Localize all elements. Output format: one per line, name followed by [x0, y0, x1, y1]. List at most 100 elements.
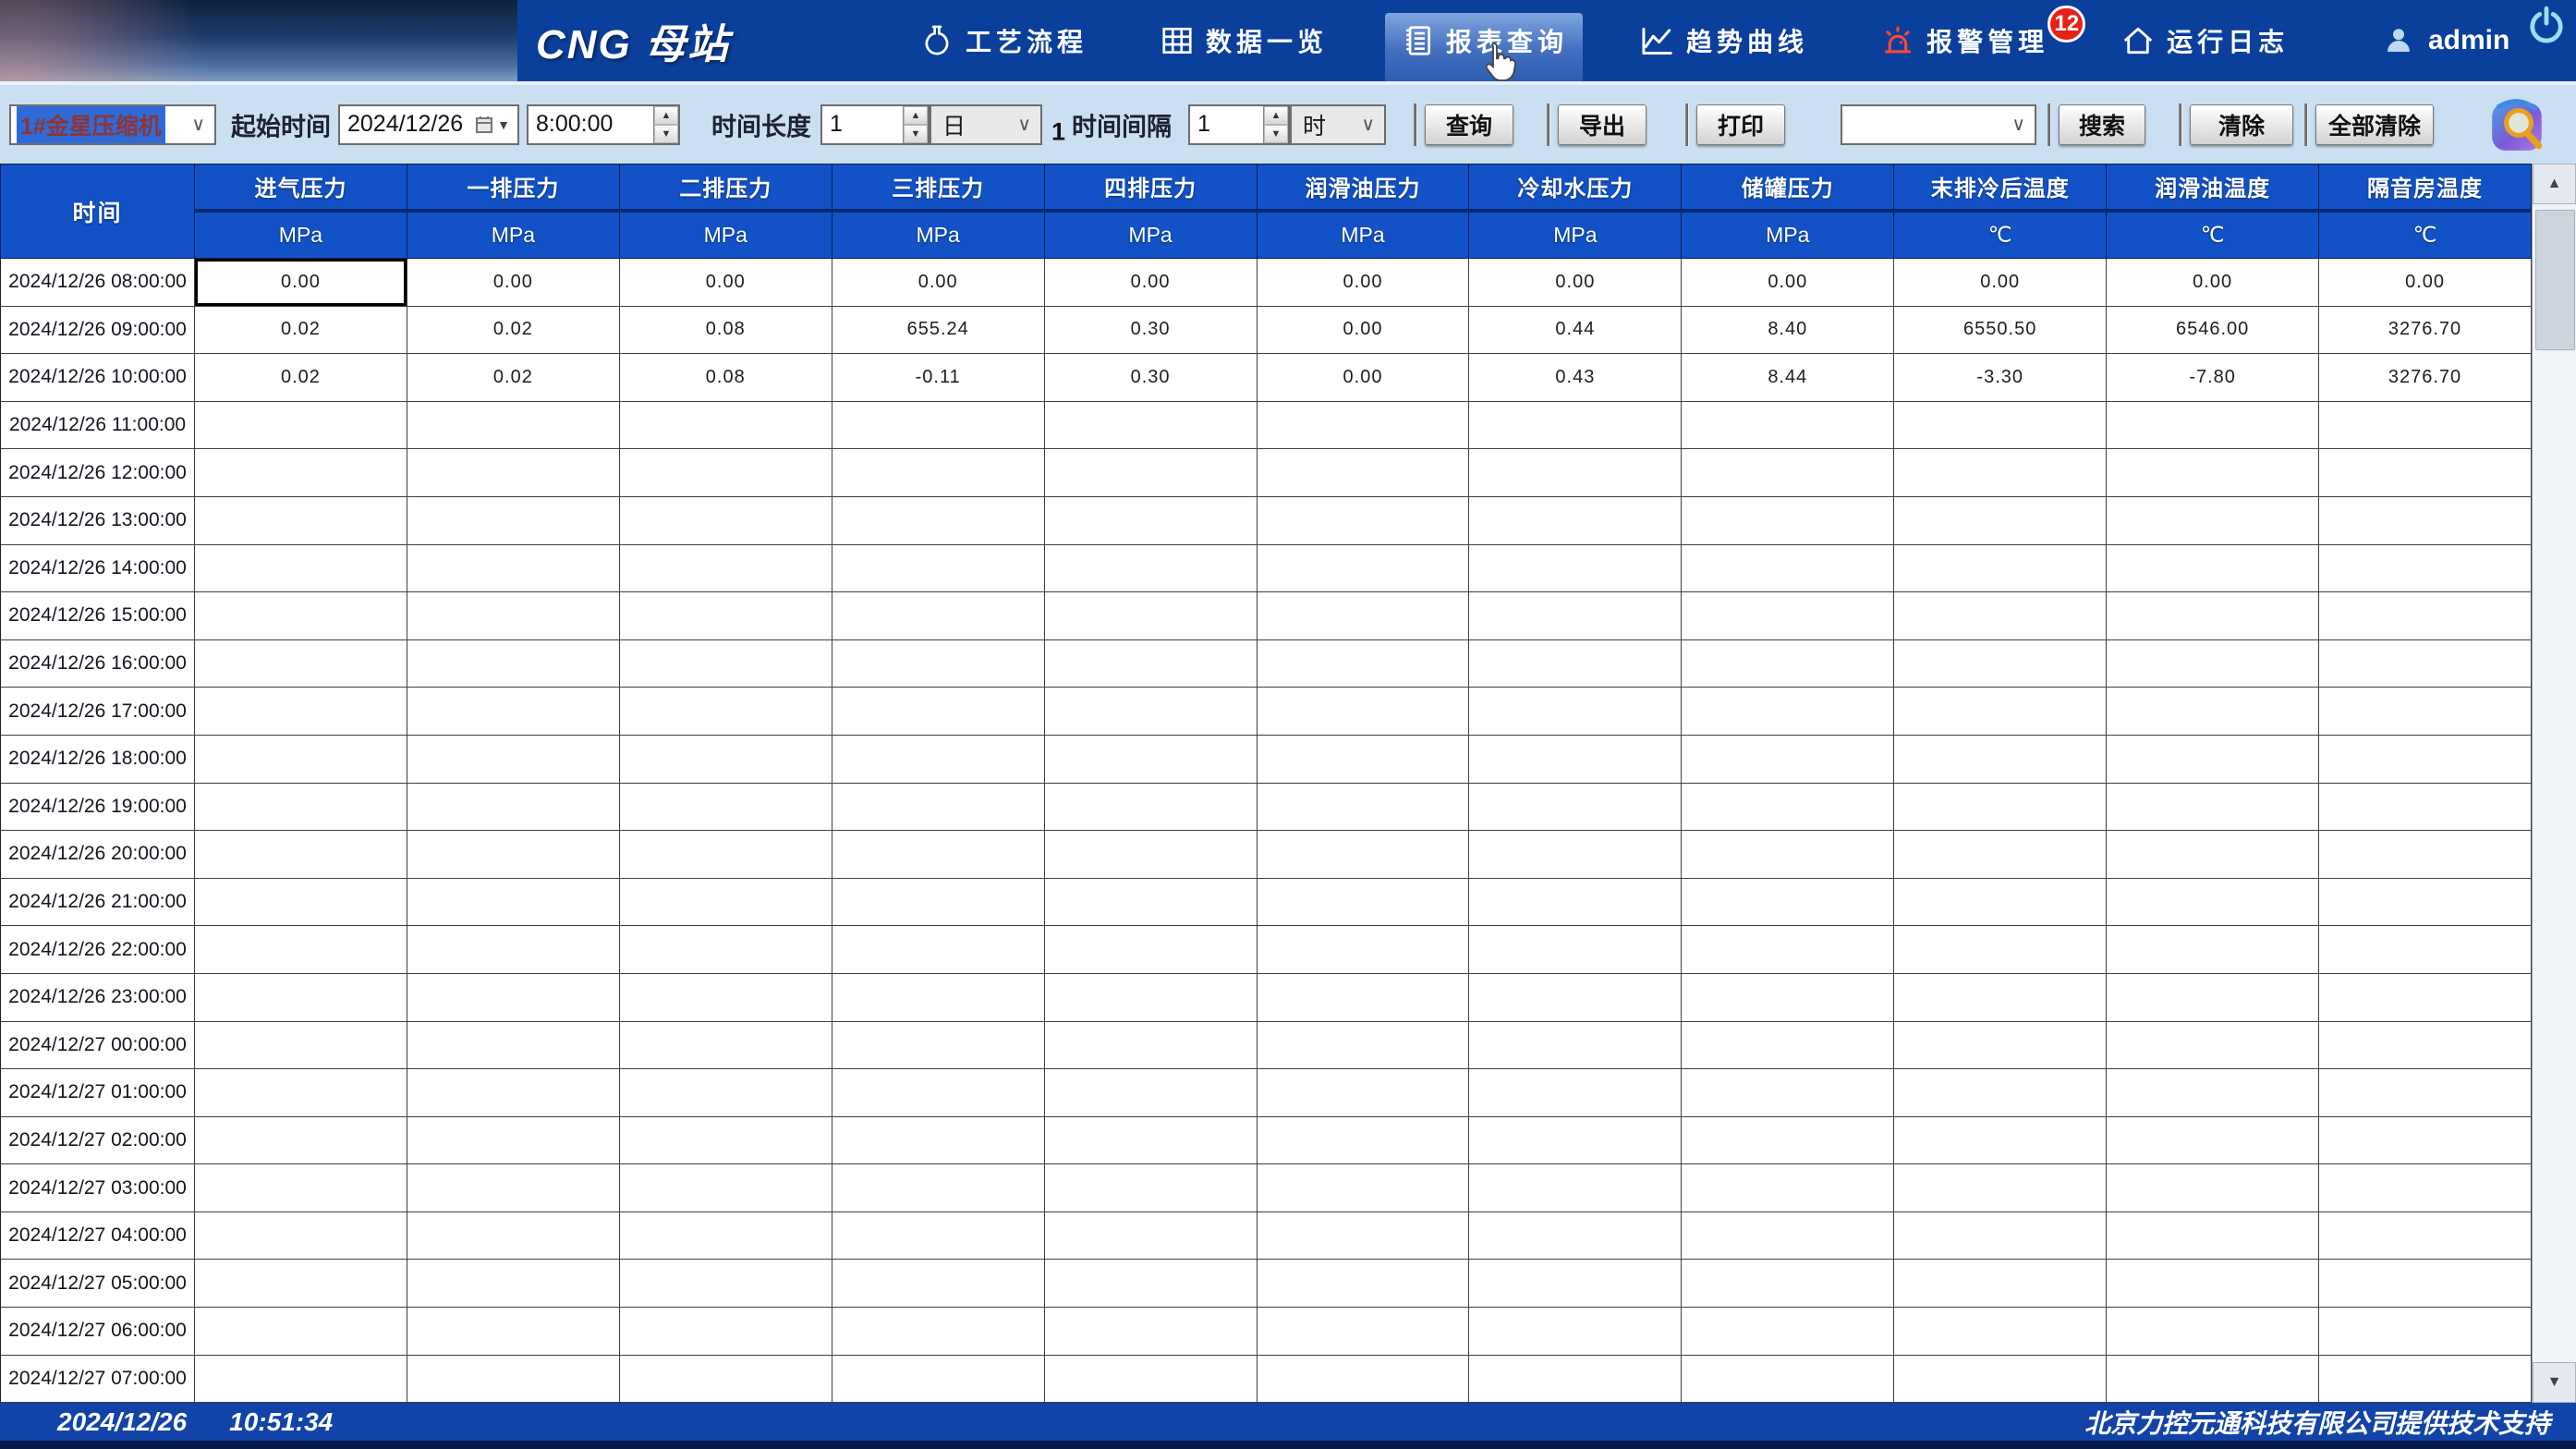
data-cell[interactable] — [2318, 1307, 2532, 1356]
data-cell[interactable] — [406, 1211, 620, 1260]
data-cell[interactable]: -7.80 — [2106, 353, 2320, 402]
data-cell[interactable] — [831, 687, 1045, 736]
data-cell[interactable] — [1256, 877, 1470, 927]
data-cell[interactable] — [618, 1068, 832, 1117]
data-cell[interactable] — [1468, 495, 1683, 545]
data-cell[interactable] — [406, 1115, 620, 1165]
data-cell[interactable] — [406, 639, 620, 688]
data-cell[interactable] — [1893, 1115, 2108, 1165]
data-cell[interactable] — [2106, 782, 2320, 832]
data-cell[interactable] — [406, 1163, 620, 1212]
duration-spinner[interactable]: ▲ ▼ — [903, 105, 928, 143]
data-cell[interactable] — [1681, 400, 1895, 450]
data-cell[interactable] — [1256, 448, 1470, 497]
data-cell[interactable] — [1256, 925, 1470, 974]
data-cell[interactable] — [1043, 448, 1258, 497]
duration-unit-select[interactable]: 日 ∨ — [930, 104, 1042, 145]
data-cell[interactable]: 655.24 — [831, 305, 1045, 355]
data-cell[interactable] — [1468, 782, 1683, 832]
data-cell[interactable] — [194, 1259, 407, 1309]
column-header[interactable]: 进气压力 — [194, 164, 407, 211]
data-cell[interactable] — [2106, 1307, 2320, 1356]
data-cell[interactable] — [2106, 1020, 2320, 1070]
data-cell[interactable] — [1256, 1211, 1470, 1260]
data-cell[interactable] — [2318, 1354, 2532, 1403]
spin-down-icon[interactable]: ▼ — [654, 124, 678, 143]
data-cell[interactable] — [1256, 1354, 1470, 1403]
data-cell[interactable] — [1893, 1020, 2108, 1070]
data-cell[interactable] — [1893, 448, 2108, 497]
data-cell[interactable] — [406, 687, 620, 736]
data-cell[interactable] — [618, 925, 832, 974]
data-cell[interactable] — [831, 1163, 1045, 1212]
row-time[interactable]: 2024/12/26 16:00:00 — [0, 639, 195, 688]
data-cell[interactable] — [406, 400, 620, 450]
data-cell[interactable] — [2318, 1068, 2532, 1117]
row-time[interactable]: 2024/12/26 23:00:00 — [0, 972, 195, 1022]
row-time[interactable]: 2024/12/26 17:00:00 — [0, 687, 195, 736]
nav-alarm-management[interactable]: 报警管理 12 — [1871, 0, 2086, 81]
data-cell[interactable] — [618, 1259, 832, 1309]
data-cell[interactable] — [194, 925, 407, 974]
data-cell[interactable] — [1893, 1068, 2108, 1117]
data-cell[interactable] — [1468, 639, 1683, 688]
data-cell[interactable] — [406, 877, 620, 927]
power-icon[interactable] — [2524, 4, 2569, 48]
data-cell[interactable] — [1681, 448, 1895, 497]
data-cell[interactable] — [1468, 1307, 1683, 1356]
column-header[interactable]: 冷却水压力 — [1468, 164, 1683, 211]
row-time[interactable]: 2024/12/26 14:00:00 — [0, 543, 195, 593]
data-cell[interactable]: -0.11 — [831, 353, 1045, 402]
data-cell[interactable] — [1468, 925, 1683, 974]
data-cell[interactable] — [1468, 877, 1683, 927]
data-cell[interactable] — [1043, 1211, 1258, 1260]
data-cell[interactable] — [1468, 734, 1683, 784]
clear-all-button[interactable]: 全部清除 — [2315, 104, 2434, 145]
data-cell[interactable] — [2318, 1259, 2532, 1309]
data-cell[interactable] — [1256, 639, 1470, 688]
data-cell[interactable] — [194, 1115, 407, 1165]
data-cell[interactable]: 0.00 — [618, 258, 832, 307]
data-cell[interactable] — [1893, 877, 2108, 927]
data-cell[interactable]: 0.08 — [618, 305, 832, 355]
data-cell[interactable]: 3276.70 — [2318, 353, 2532, 402]
data-cell[interactable] — [831, 400, 1045, 450]
data-cell[interactable] — [2318, 400, 2532, 450]
data-cell[interactable] — [406, 1354, 620, 1403]
scrollbar-thumb[interactable] — [2535, 210, 2575, 350]
data-cell[interactable] — [1043, 734, 1258, 784]
data-cell[interactable] — [618, 830, 832, 879]
data-cell[interactable] — [1893, 591, 2108, 640]
data-cell[interactable]: -3.30 — [1893, 353, 2108, 402]
data-cell[interactable] — [1256, 972, 1470, 1022]
spin-up-icon[interactable]: ▲ — [654, 105, 678, 125]
data-cell[interactable]: 0.02 — [406, 353, 620, 402]
data-cell[interactable] — [1893, 495, 2108, 545]
data-cell[interactable] — [831, 877, 1045, 927]
data-cell[interactable] — [2318, 830, 2532, 879]
data-cell[interactable] — [1681, 830, 1895, 879]
data-cell[interactable] — [1681, 1211, 1895, 1260]
data-cell[interactable] — [1681, 591, 1895, 640]
data-cell[interactable] — [618, 782, 832, 832]
data-cell[interactable] — [1256, 543, 1470, 593]
data-cell[interactable] — [1468, 448, 1683, 497]
nav-trend-curve[interactable]: 趋势曲线 — [1631, 0, 1817, 81]
data-cell[interactable]: 6550.50 — [1893, 305, 2108, 355]
data-cell[interactable] — [618, 877, 832, 927]
data-cell[interactable] — [1468, 830, 1683, 879]
data-cell[interactable] — [406, 1259, 620, 1309]
row-time[interactable]: 2024/12/26 10:00:00 — [0, 353, 195, 402]
data-cell[interactable] — [2318, 1020, 2532, 1070]
print-button[interactable]: 打印 — [1696, 104, 1785, 145]
data-cell[interactable]: 0.02 — [406, 305, 620, 355]
data-cell[interactable] — [1468, 972, 1683, 1022]
data-cell[interactable]: 0.44 — [1468, 305, 1683, 355]
data-cell[interactable] — [618, 1115, 832, 1165]
data-cell[interactable]: 0.00 — [2106, 258, 2320, 307]
row-time[interactable]: 2024/12/27 01:00:00 — [0, 1068, 195, 1117]
data-cell[interactable]: 0.08 — [618, 353, 832, 402]
data-cell[interactable] — [2106, 1163, 2320, 1212]
data-cell[interactable] — [1043, 639, 1258, 688]
data-cell[interactable] — [406, 448, 620, 497]
